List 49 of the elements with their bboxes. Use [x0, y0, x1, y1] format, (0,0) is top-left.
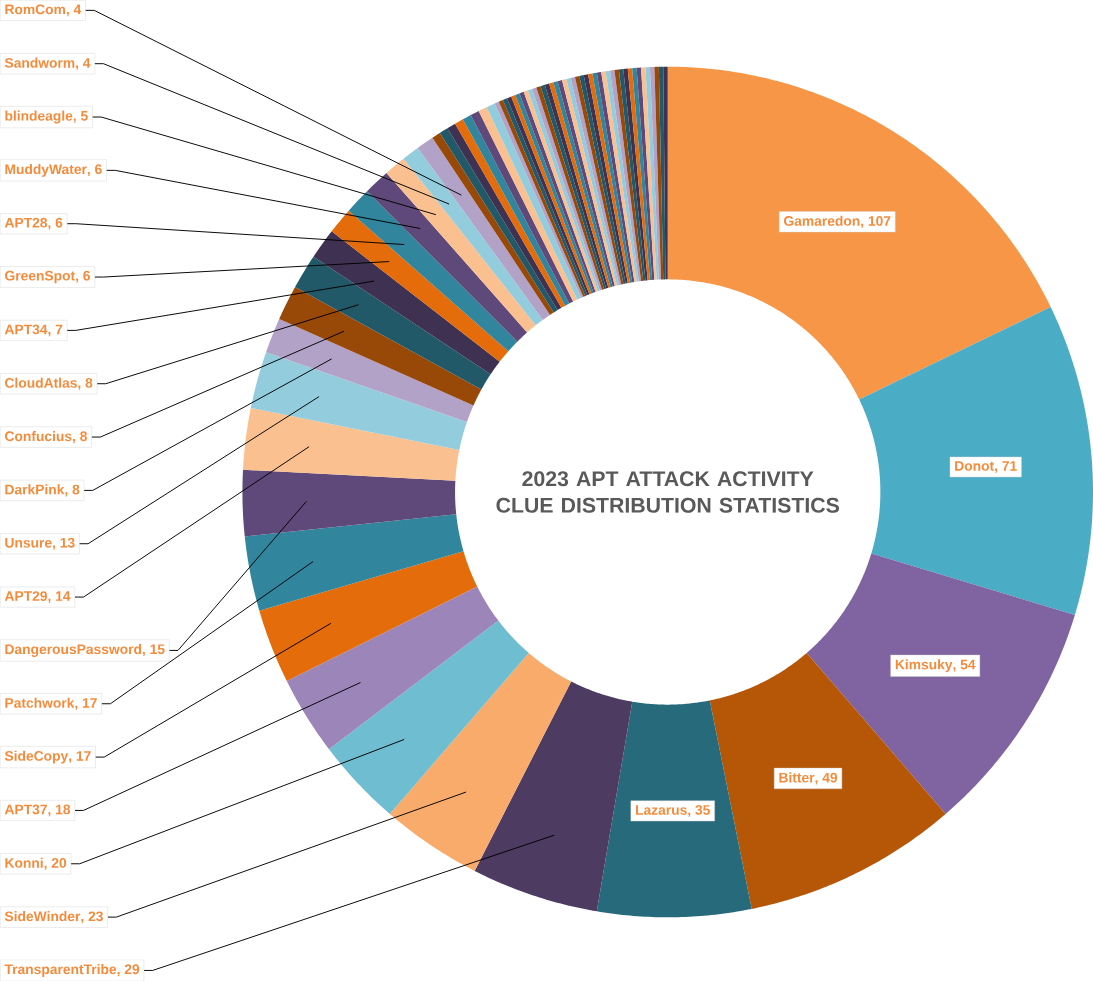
data-label: , 7 — [48, 324, 63, 337]
data-label: , 49 — [815, 772, 838, 785]
slice-label: blindeagle — [5, 110, 73, 124]
data-label: , 4 — [66, 4, 82, 17]
slice-label: Lazarus — [635, 805, 687, 815]
data-label: , 14 — [48, 591, 71, 603]
data-label: , 6 — [48, 217, 63, 230]
slice-label: APT34 — [4, 324, 48, 335]
data-label: , 35 — [688, 804, 710, 817]
slice-label: Patchwork — [5, 697, 75, 708]
data-label: , 17 — [75, 698, 97, 710]
slice-label: Confucius — [5, 430, 72, 441]
data-label: , 6 — [76, 270, 90, 283]
slice-label: CloudAtlas — [5, 377, 77, 388]
data-label: , 23 — [81, 911, 103, 924]
slice-label: Donot — [955, 460, 994, 471]
data-label: , 71 — [995, 460, 1017, 473]
slice-label: Kimsuky — [895, 659, 953, 672]
data-label: , 6 — [87, 164, 102, 176]
data-label: , 8 — [78, 377, 93, 390]
slice-label: GreenSpot — [5, 270, 75, 284]
data-label: , 15 — [142, 644, 165, 656]
data-label: , 4 — [76, 57, 91, 70]
data-label: , 17 — [69, 750, 91, 763]
data-label: , 107 — [861, 215, 891, 228]
slice-label: TransparentTribe — [4, 963, 117, 977]
slice-label: Sandworm — [4, 57, 75, 68]
slice-label: APT29 — [4, 591, 47, 601]
data-label: , 8 — [65, 484, 80, 497]
slice-label: SideWinder — [4, 910, 81, 922]
slice-label: DangerousPassword — [5, 643, 142, 657]
data-label: , 20 — [44, 857, 67, 870]
data-label: , 5 — [73, 110, 88, 123]
slice-label: RomCom — [5, 4, 66, 15]
slice-label: APT28 — [4, 217, 48, 228]
slice-label: APT37 — [4, 804, 47, 815]
slice-label: SideCopy — [4, 750, 69, 764]
data-label: , 29 — [117, 964, 140, 976]
text: 2023 APT ATTACK ACTIVITY CLUE DISTRIBUTION STATISTICS — [496, 471, 839, 513]
data-label: , 8 — [72, 431, 87, 443]
data-label: , 54 — [953, 659, 976, 672]
slice-label: DarkPink — [5, 484, 65, 495]
slice-label: MuddyWater — [5, 163, 87, 177]
slice-label: Bitter — [779, 772, 815, 783]
data-label: , 18 — [48, 804, 71, 817]
slice-label: Unsure — [5, 537, 52, 548]
data-label: , 13 — [53, 537, 75, 550]
slice-label: Konni — [5, 857, 43, 868]
slice-label: Gamaredon — [784, 215, 860, 226]
